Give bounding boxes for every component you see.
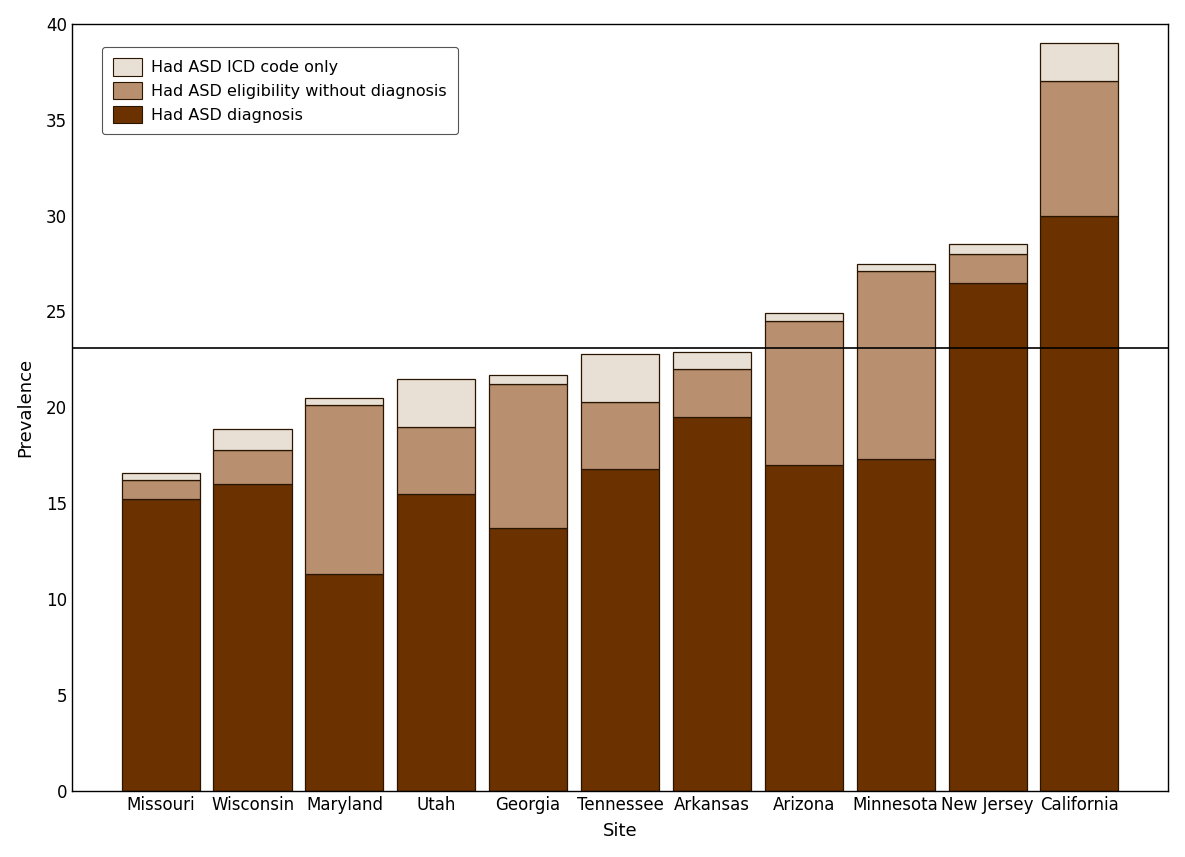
- Bar: [857, 271, 935, 459]
- Bar: [948, 244, 1026, 254]
- Bar: [673, 351, 751, 369]
- Bar: [489, 528, 568, 791]
- Bar: [213, 428, 292, 450]
- Bar: [581, 469, 659, 791]
- Bar: [857, 263, 935, 271]
- Y-axis label: Prevalence: Prevalence: [17, 358, 34, 457]
- Bar: [857, 459, 935, 791]
- Bar: [1040, 43, 1119, 81]
- Bar: [213, 450, 292, 484]
- Bar: [673, 417, 751, 791]
- Legend: Had ASD ICD code only, Had ASD eligibility without diagnosis, Had ASD diagnosis: Had ASD ICD code only, Had ASD eligibili…: [102, 47, 457, 135]
- Bar: [122, 480, 200, 500]
- Bar: [306, 398, 384, 405]
- Bar: [764, 321, 843, 465]
- Bar: [397, 379, 475, 427]
- Bar: [306, 574, 384, 791]
- Bar: [306, 405, 384, 574]
- Bar: [948, 254, 1026, 283]
- Bar: [122, 500, 200, 791]
- X-axis label: Site: Site: [603, 823, 638, 841]
- Bar: [489, 375, 568, 385]
- Bar: [1040, 215, 1119, 791]
- Bar: [397, 494, 475, 791]
- Bar: [764, 465, 843, 791]
- Bar: [489, 385, 568, 528]
- Bar: [213, 484, 292, 791]
- Bar: [948, 283, 1026, 791]
- Bar: [673, 369, 751, 417]
- Bar: [1040, 81, 1119, 215]
- Bar: [581, 402, 659, 469]
- Bar: [397, 427, 475, 494]
- Bar: [581, 354, 659, 402]
- Bar: [122, 473, 200, 480]
- Bar: [764, 314, 843, 321]
